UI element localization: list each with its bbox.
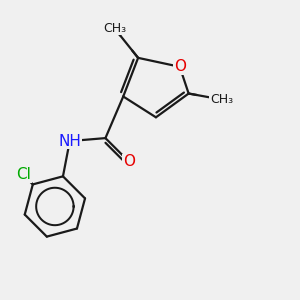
Text: NH: NH <box>58 134 81 148</box>
Text: O: O <box>123 154 135 169</box>
Text: O: O <box>174 59 186 74</box>
Text: CH₃: CH₃ <box>103 22 126 34</box>
Text: Cl: Cl <box>16 167 31 182</box>
Text: CH₃: CH₃ <box>210 93 233 106</box>
